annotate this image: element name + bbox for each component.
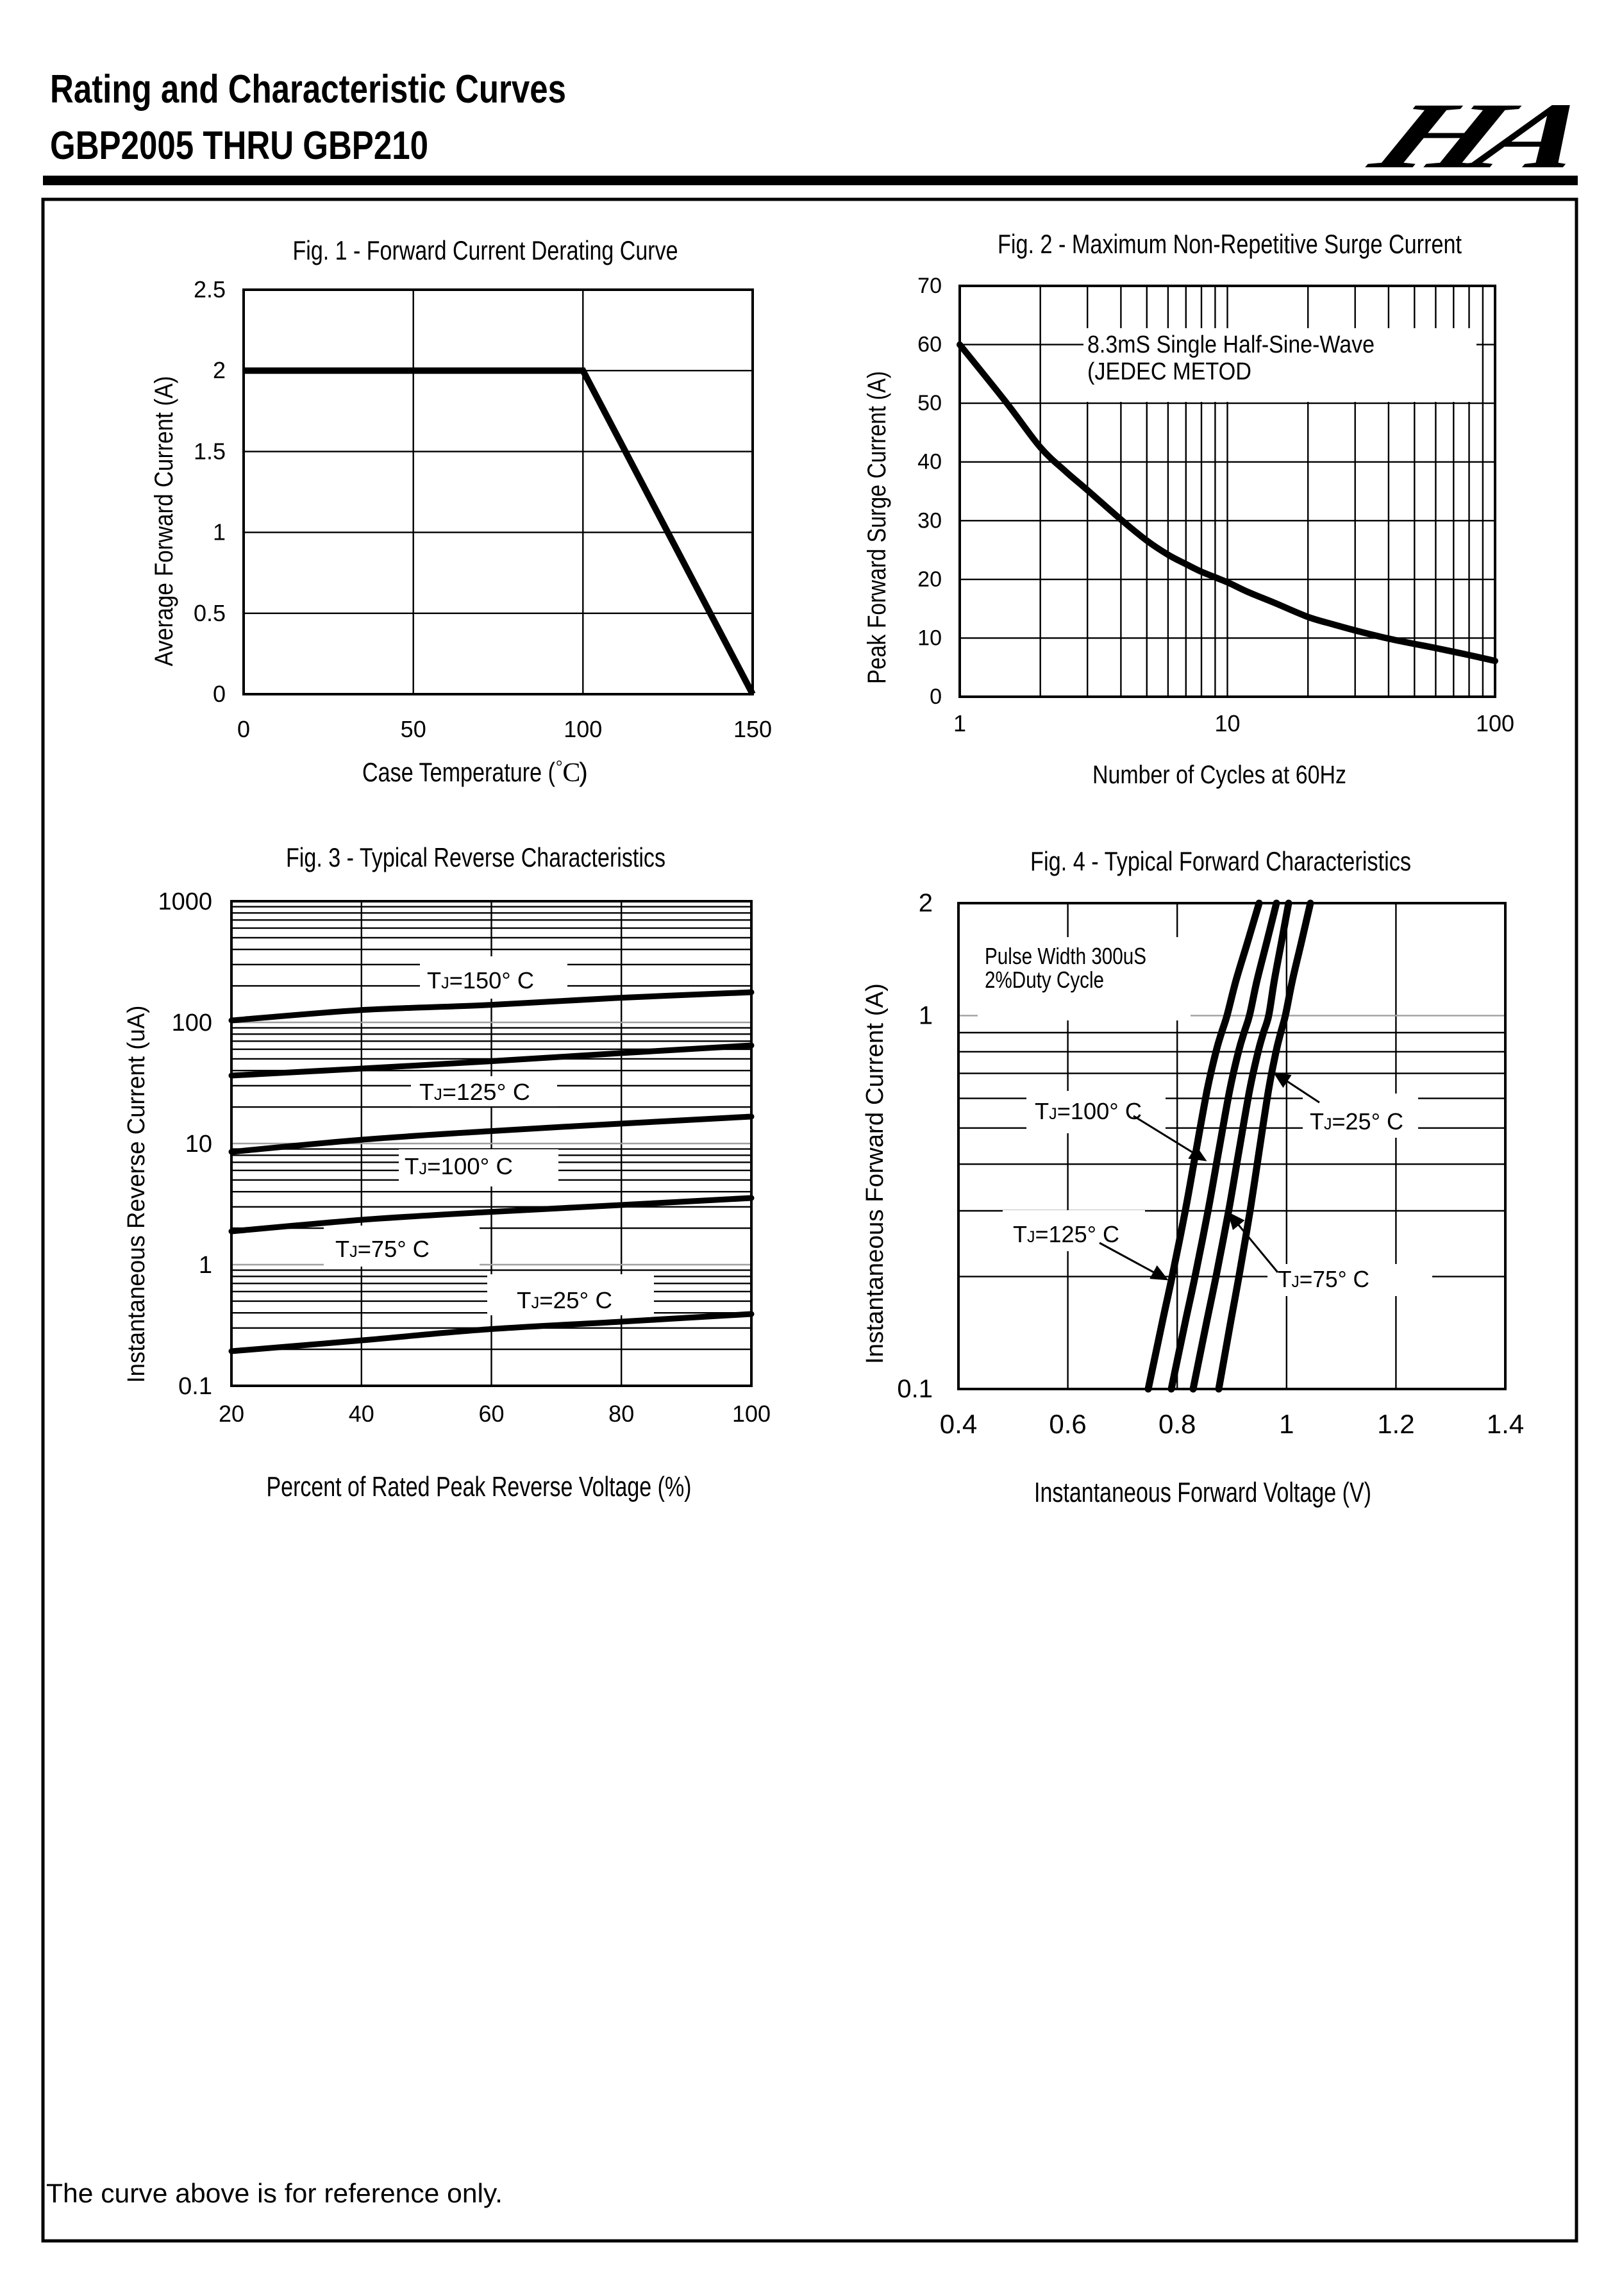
svg-text:Fig. 2 - Maximum Non-Repetitiv: Fig. 2 - Maximum Non-Repetitive Surge Cu… xyxy=(998,229,1462,259)
svg-text:0.4: 0.4 xyxy=(940,1409,977,1439)
svg-text:30: 30 xyxy=(917,508,942,533)
svg-text:50: 50 xyxy=(401,716,426,742)
svg-text:1: 1 xyxy=(199,1252,212,1279)
svg-text:TJ=75° C: TJ=75° C xyxy=(1278,1266,1369,1292)
svg-text:1: 1 xyxy=(1279,1409,1294,1439)
svg-text:1.4: 1.4 xyxy=(1487,1409,1524,1439)
svg-text:1000: 1000 xyxy=(158,888,212,915)
svg-text:0: 0 xyxy=(237,716,250,742)
svg-text:60: 60 xyxy=(917,333,942,357)
svg-text:TJ=150° C: TJ=150° C xyxy=(427,967,534,994)
svg-text:100: 100 xyxy=(732,1401,771,1427)
svg-text:100: 100 xyxy=(564,716,602,742)
svg-text:Percent of Rated Peak Reverse: Percent of Rated Peak Reverse Voltage (%… xyxy=(267,1471,692,1502)
svg-text:0: 0 xyxy=(930,685,942,709)
svg-text:1.2: 1.2 xyxy=(1377,1409,1414,1439)
svg-text:0.8: 0.8 xyxy=(1158,1409,1196,1439)
svg-text:Fig. 1 - Forward Current Derat: Fig. 1 - Forward Current Derating Curve xyxy=(293,235,678,265)
svg-text:(JEDEC METOD: (JEDEC METOD xyxy=(1087,358,1251,385)
svg-text:1: 1 xyxy=(919,1001,933,1029)
svg-text:40: 40 xyxy=(349,1401,374,1427)
svg-text:8.3mS Single Half-Sine-Wave: 8.3mS Single Half-Sine-Wave xyxy=(1087,331,1375,358)
svg-text:Fig. 4 - Typical Forward Chara: Fig. 4 - Typical Forward Characteristics xyxy=(1030,846,1411,876)
svg-text:Instantaneous Forward Current: Instantaneous Forward Current (A) xyxy=(862,983,889,1364)
svg-text:0.1: 0.1 xyxy=(178,1373,212,1400)
svg-text:0.5: 0.5 xyxy=(194,600,226,626)
svg-text:10: 10 xyxy=(917,626,942,650)
svg-text:0.6: 0.6 xyxy=(1049,1409,1086,1439)
svg-text:1.5: 1.5 xyxy=(194,438,226,464)
svg-text:2: 2 xyxy=(919,889,933,917)
svg-text:Instantaneous Forward Voltage: Instantaneous Forward Voltage (V) xyxy=(1034,1477,1371,1508)
svg-text:Number of Cycles at 60Hz: Number of Cycles at 60Hz xyxy=(1092,761,1346,789)
svg-text:Rating and Characteristic Curv: Rating and Characteristic Curves xyxy=(50,67,566,112)
svg-text:40: 40 xyxy=(917,450,942,474)
svg-text:20: 20 xyxy=(917,567,942,592)
svg-text:Instantaneous Reverse Current: Instantaneous Reverse Current (uA) xyxy=(123,1006,150,1383)
svg-text:100: 100 xyxy=(1476,710,1514,736)
svg-text:GBP2005 THRU GBP210: GBP2005 THRU GBP210 xyxy=(50,124,428,168)
svg-text:The curve above is for referen: The curve above is for reference only. xyxy=(46,2178,503,2208)
svg-text:TJ=25° C: TJ=25° C xyxy=(1310,1108,1403,1135)
svg-text:10: 10 xyxy=(185,1131,212,1158)
svg-text:20: 20 xyxy=(219,1401,244,1427)
svg-text:TJ=75° C: TJ=75° C xyxy=(335,1236,430,1262)
svg-text:150: 150 xyxy=(733,716,772,742)
svg-text:80: 80 xyxy=(608,1401,634,1427)
svg-text:0: 0 xyxy=(213,681,226,707)
svg-text:Pulse Width 300uS: Pulse Width 300uS xyxy=(985,943,1146,969)
svg-text:°C: °C xyxy=(556,757,580,788)
svg-text:): ) xyxy=(579,757,588,787)
svg-text:Fig. 3 - Typical Reverse Chara: Fig. 3 - Typical Reverse Characteristics xyxy=(286,842,665,872)
svg-text:1: 1 xyxy=(213,519,226,545)
svg-text:10: 10 xyxy=(1214,710,1240,736)
svg-text:2: 2 xyxy=(213,357,226,383)
svg-text:Case Temperature (: Case Temperature ( xyxy=(362,757,555,787)
svg-text:Peak Forward Surge Current (A): Peak Forward Surge Current (A) xyxy=(863,371,891,684)
svg-text:50: 50 xyxy=(917,391,942,415)
svg-text:2%Duty Cycle: 2%Duty Cycle xyxy=(985,967,1104,993)
svg-text:TJ=25° C: TJ=25° C xyxy=(517,1287,612,1313)
svg-text:100: 100 xyxy=(172,1010,212,1036)
svg-text:60: 60 xyxy=(478,1401,504,1427)
svg-text:Average Forward Current (A): Average Forward Current (A) xyxy=(150,376,178,667)
svg-text:70: 70 xyxy=(917,274,942,298)
svg-text:1: 1 xyxy=(953,710,966,736)
svg-text:2.5: 2.5 xyxy=(194,276,226,303)
svg-text:0.1: 0.1 xyxy=(897,1375,933,1403)
